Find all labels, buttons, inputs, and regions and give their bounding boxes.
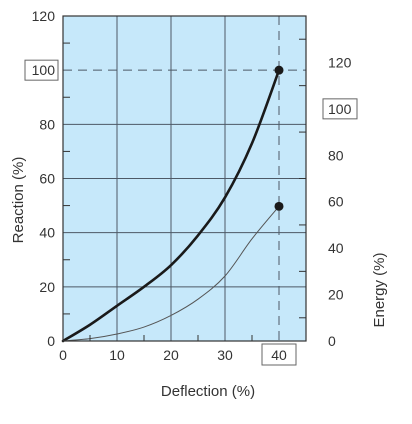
ticks: 0 20 40 60 80 100 120 0 10 20 30 40 0 20 40 60 80 100 120 [24,8,358,366]
y2-tick-label: 120 [328,54,352,70]
y-axis-label: Reaction (%) [10,157,27,244]
y-tick-label: 80 [39,116,55,132]
grid [63,16,306,341]
y-tick-label: 120 [32,8,56,24]
curves [61,65,284,343]
reaction-curve [61,68,281,343]
y-tick-label: 100 [32,62,56,78]
y2-axis-label: Energy (%) [371,252,388,327]
y2-tick-label: 20 [328,287,344,303]
x-tick-label: 10 [109,347,125,363]
x-tick-label: 20 [163,347,179,363]
x-tick-label: 30 [217,347,233,363]
y2-tick-label: 60 [328,194,344,210]
y-tick-highlight-box [24,59,59,81]
y2-tick-label: 0 [328,333,336,349]
y-tick-label: 60 [39,171,55,187]
y-tick-label: 20 [39,279,55,295]
y-tick-label: 0 [47,333,55,349]
x-tick-label: 0 [59,347,67,363]
x-tick-label: 40 [271,347,287,363]
energy-end-marker [274,201,284,211]
x-axis-label: Deflection (%) [161,383,255,400]
y2-tick-highlight-box [322,98,358,120]
y-tick-label: 40 [39,225,55,241]
y2-tick-label: 40 [328,240,344,256]
y2-tick-label: 100 [328,101,352,117]
reaction-end-marker [274,65,284,75]
x-tick-highlight-box [261,343,297,366]
y2-tick-label: 80 [328,147,344,163]
energy-curve [62,205,280,342]
